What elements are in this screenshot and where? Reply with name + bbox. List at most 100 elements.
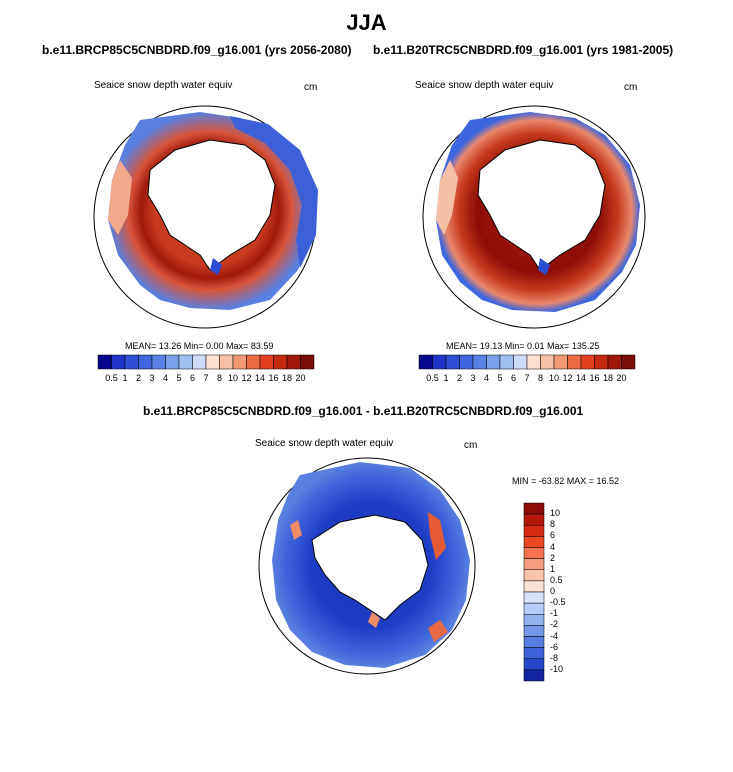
panel-3-map: [258, 457, 476, 675]
colorbar-1-swatch: [192, 354, 207, 370]
colorbar-1-swatch: [165, 354, 180, 370]
panel-1-variable: Seaice snow depth water equiv: [94, 80, 233, 91]
colorbar-2-tick-label: 0.5: [426, 373, 439, 383]
colorbar-1-swatch: [151, 354, 166, 370]
colorbar-3-swatch: [523, 580, 545, 593]
colorbar-1-tick-label: 5: [176, 373, 182, 383]
colorbar-2-tick-label: 6: [510, 373, 517, 383]
colorbar-1-swatch: [232, 354, 247, 370]
panel-2-units: cm: [624, 82, 638, 93]
colorbar-1-swatch: [205, 354, 220, 370]
colorbar-3-tick-label: 6: [550, 530, 556, 541]
colorbar-2-tick-label: 1: [443, 373, 449, 383]
colorbar-1-tick-label: 14: [254, 373, 266, 383]
colorbar-1-swatch: [219, 354, 234, 370]
colorbar-3-tick-label: -0.5: [550, 597, 566, 608]
colorbar-3-tick-label: 4: [550, 541, 556, 552]
panel-1-units: cm: [304, 82, 318, 93]
colorbar-2-swatch: [445, 354, 460, 370]
colorbar-1-tick-label: 8: [216, 373, 223, 383]
panel-2-map: [422, 105, 646, 329]
colorbar-3-tick-label: -6: [550, 641, 559, 652]
colorbar-3-tick-label: -2: [550, 619, 559, 630]
colorbar-1-tick-label: 18: [281, 373, 293, 383]
colorbar-3-tick-label: 0.5: [550, 574, 563, 585]
colorbar-1-swatch: [124, 354, 139, 370]
panel-2-stats: MEAN= 19.13 Min= 0.01 Max= 135.25: [446, 341, 600, 351]
colorbar-1-swatch: [259, 354, 274, 370]
colorbar-2-swatch: [472, 354, 487, 370]
colorbar-3-swatch: [523, 558, 545, 570]
colorbar-2-tick-label: 3: [470, 373, 476, 383]
colorbar-3-swatch: [523, 513, 545, 526]
panel-3-stats: MIN = -63.82 MAX = 16.52: [512, 476, 620, 486]
colorbar-2-swatch: [459, 354, 474, 370]
colorbar-1-tick-label: 3: [149, 373, 155, 383]
colorbar-1-tick-label: 16: [268, 373, 279, 383]
colorbar-1-tick-label: 10: [227, 373, 239, 383]
colorbar-1-swatch: [246, 354, 261, 370]
colorbar-3-tick-label: -10: [550, 663, 564, 674]
colorbar-3-swatch: [523, 647, 545, 659]
colorbar-2-swatch: [607, 354, 622, 370]
colorbar-1-tick-label: 12: [241, 373, 252, 383]
colorbar-1-tick-label: 4: [162, 373, 169, 383]
colorbar-3-swatch: [523, 636, 545, 648]
colorbar-3-swatch: [523, 591, 545, 604]
colorbar-2-tick-label: 7: [524, 373, 530, 383]
colorbar-2-swatch: [594, 354, 609, 370]
colorbar-1-swatch: [138, 354, 153, 370]
panel-1-map: [93, 105, 318, 329]
colorbar-3-swatch: [523, 536, 545, 548]
colorbar-3-swatch: [523, 569, 545, 582]
colorbar-3-tick-label: -4: [550, 630, 559, 641]
panel-1-stats: MEAN= 13.26 Min= 0.00 Max= 83.59: [125, 341, 274, 351]
colorbar-2-tick-label: 20: [616, 373, 627, 383]
colorbar-3-swatch: [523, 547, 545, 559]
panel-3-variable: Seaice snow depth water equiv: [255, 438, 394, 449]
figure-title: JJA: [346, 10, 387, 35]
colorbar-2-tick-label: 14: [575, 373, 587, 383]
colorbar-2-swatch: [553, 354, 568, 370]
colorbar-1-swatch: [178, 354, 193, 370]
colorbar-1-tick-label: 1: [122, 373, 128, 383]
colorbar-2-tick-label: 4: [483, 373, 490, 383]
colorbar-2-tick-label: 5: [497, 373, 503, 383]
colorbar-1-swatch: [273, 354, 288, 370]
colorbar-1-swatch: [97, 354, 112, 370]
colorbar-2-swatch: [526, 354, 541, 370]
colorbar-3-swatch: [523, 658, 545, 671]
panel-2-title: b.e11.B20TRC5CNBDRD.f09_g16.001 (yrs 198…: [373, 43, 674, 57]
panel-3-title: b.e11.BRCP85C5CNBDRD.f09_g16.001 - b.e11…: [143, 404, 584, 418]
colorbar-1-tick-label: 0.5: [105, 373, 118, 383]
colorbar-2-swatch: [499, 354, 514, 370]
colorbar-1-tick-label: 20: [295, 373, 306, 383]
colorbar-panel-1: [97, 354, 315, 370]
colorbar-panel-2: [418, 354, 636, 370]
colorbar-2-tick-label: 8: [537, 373, 544, 383]
panel-3-units: cm: [464, 440, 478, 451]
panel-2-variable: Seaice snow depth water equiv: [415, 80, 554, 91]
colorbar-2-tick-label: 12: [562, 373, 573, 383]
colorbar-2-swatch: [621, 354, 636, 370]
colorbar-3-tick-label: -8: [550, 652, 559, 663]
colorbar-2-tick-label: 2: [456, 373, 463, 383]
colorbar-3-tick-label: -1: [550, 608, 559, 619]
colorbar-1-tick-label: 6: [189, 373, 196, 383]
colorbar-3-swatch: [523, 625, 545, 637]
colorbar-1-tick-label: 7: [203, 373, 209, 383]
colorbar-3-tick-label: 2: [550, 552, 556, 563]
colorbar-3-tick-label: 0: [550, 586, 556, 596]
panel-1-title: b.e11.BRCP85C5CNBDRD.f09_g16.001 (yrs 20…: [42, 43, 352, 57]
colorbar-3-swatch: [523, 502, 545, 515]
colorbar-2-tick-label: 16: [589, 373, 600, 383]
colorbar-2-tick-label: 18: [602, 373, 614, 383]
colorbar-2-swatch: [580, 354, 595, 370]
colorbar-2-swatch: [486, 354, 501, 370]
colorbar-3-tick-label: 1: [550, 563, 556, 574]
colorbar-2-swatch: [567, 354, 582, 370]
colorbar-3-tick-label: 10: [550, 508, 561, 519]
colorbar-2-swatch: [540, 354, 555, 370]
colorbar-1-swatch: [111, 354, 126, 370]
